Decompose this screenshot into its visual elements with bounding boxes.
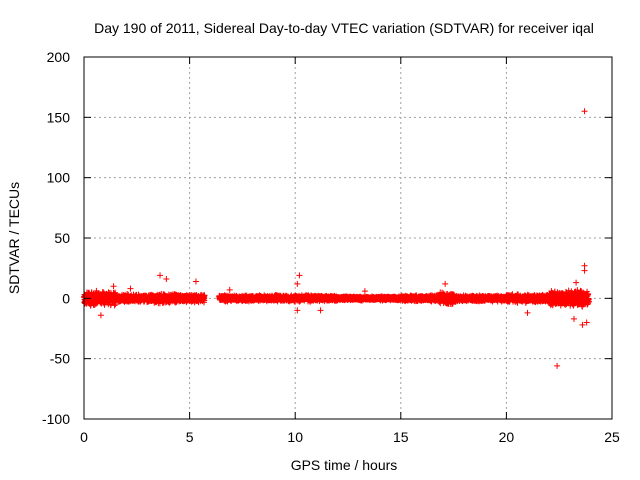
- chart-title: Day 190 of 2011, Sidereal Day-to-day VTE…: [94, 20, 594, 36]
- grid: [84, 57, 612, 419]
- data-point: [201, 292, 208, 299]
- data-points: [81, 108, 592, 369]
